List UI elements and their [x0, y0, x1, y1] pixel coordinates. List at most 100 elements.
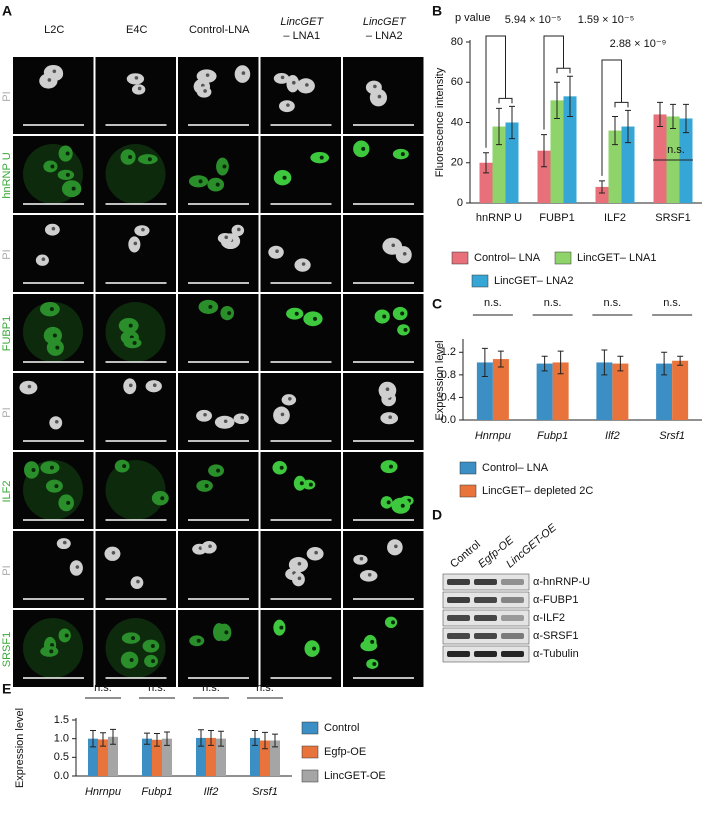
nucleolus [54, 420, 59, 424]
legend-swatch [451, 251, 469, 265]
nucleolus [372, 661, 377, 666]
significance-bracket [543, 35, 571, 130]
x-tick-label: Hnrnpu [85, 786, 121, 798]
micrograph [343, 294, 424, 371]
y-axis-label: Expression level [14, 708, 26, 788]
nucleolus [391, 620, 396, 625]
error-bar [541, 134, 547, 168]
annotation: n.s. [667, 144, 685, 156]
y-tick-label: 0 [457, 197, 463, 209]
nucleolus [373, 84, 377, 89]
nucleolus [141, 227, 145, 232]
nucleolus [403, 327, 408, 332]
error-bar [144, 732, 150, 745]
bar [505, 122, 519, 203]
micrograph [260, 136, 341, 213]
nucleolus [131, 636, 136, 641]
bar [537, 150, 551, 203]
error-bar [481, 347, 488, 378]
nucleolus [394, 544, 398, 549]
bar [672, 360, 689, 420]
bar [621, 126, 635, 203]
nucleolus [47, 78, 52, 82]
row-label: hnRNP U [1, 152, 13, 198]
error-bar [661, 351, 668, 376]
error-bar [164, 731, 170, 746]
legend-label: Egfp-OE [324, 746, 366, 758]
annotation: n.s. [663, 297, 681, 309]
blot-band [501, 597, 524, 603]
annotation: n.s. [148, 682, 166, 694]
bar [679, 118, 693, 203]
bar [98, 739, 108, 776]
annotation: n.s. [202, 682, 220, 694]
nucleolus [128, 383, 133, 388]
cell-outline [105, 144, 166, 204]
panel-label: B [432, 3, 442, 19]
error-bar [496, 107, 502, 146]
nucleolus [65, 172, 70, 177]
annotation: 5.94 × 10⁻⁵ [505, 14, 562, 26]
nucleolus [66, 500, 71, 505]
bar [152, 739, 162, 776]
nucleolus [151, 659, 156, 664]
nucleolus [391, 243, 396, 248]
error-bar [509, 105, 515, 140]
nucleolus [237, 227, 241, 232]
nucleolus [312, 316, 317, 321]
micrograph [178, 215, 259, 292]
nucleolus [31, 467, 36, 472]
cell-outline [105, 302, 166, 362]
legend-swatch [459, 484, 477, 498]
x-tick-label: Srsf1 [252, 786, 278, 798]
nucleolus [71, 186, 76, 191]
row-label: FUBP1 [1, 316, 13, 351]
nucleolus [205, 73, 210, 77]
nucleolus [203, 89, 207, 93]
nucleolus [299, 481, 304, 486]
nucleolus [367, 572, 372, 577]
row-label: PI [1, 407, 13, 417]
error-bar [497, 350, 504, 368]
nucleolus [54, 484, 59, 489]
blot-band [447, 615, 470, 621]
annotation: n.s. [94, 682, 112, 694]
nucleolus [52, 69, 57, 74]
nucleolus [137, 86, 142, 91]
nucleolus [240, 415, 244, 420]
nucleolus [308, 482, 313, 487]
nucleolus [301, 262, 306, 266]
y-tick-label: 60 [451, 76, 463, 88]
nucleolus [305, 83, 309, 87]
error-bar [541, 355, 548, 372]
nucleolus [208, 304, 213, 309]
bar [612, 363, 629, 420]
nucleolus [216, 468, 221, 473]
x-tick-label: hnRNP U [476, 212, 522, 224]
error-bar [154, 732, 160, 747]
cell-outline [105, 460, 166, 520]
error-bar [567, 75, 573, 117]
legend-swatch [471, 274, 489, 288]
panel-label: C [432, 296, 442, 312]
nucleolus [62, 540, 67, 545]
bar [142, 738, 152, 776]
blot-band [474, 579, 497, 585]
x-tick-label: Ilf2 [605, 430, 620, 442]
micrograph [178, 452, 259, 529]
lane-label: Control [448, 539, 483, 571]
micrograph [178, 610, 259, 687]
bar [162, 738, 172, 776]
nucleolus [241, 71, 246, 75]
nucleolus [41, 257, 46, 262]
y-tick-label: 1.2 [441, 346, 456, 358]
column-header: LincGET [363, 16, 407, 28]
legend-swatch [301, 721, 319, 735]
row-label: PI [1, 565, 13, 575]
bar [563, 96, 577, 203]
micrograph [260, 373, 341, 450]
nucleolus [111, 550, 116, 555]
panel-label: A [2, 3, 12, 19]
column-header: L2C [44, 24, 64, 36]
